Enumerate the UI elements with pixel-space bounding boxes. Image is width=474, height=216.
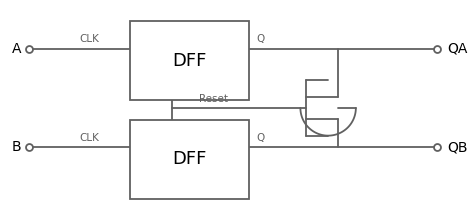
- Text: QB: QB: [447, 140, 467, 154]
- Text: Q: Q: [257, 133, 265, 143]
- Text: CLK: CLK: [80, 133, 100, 143]
- Bar: [130, 21, 249, 100]
- Text: B: B: [11, 140, 21, 154]
- Text: A: A: [12, 42, 21, 56]
- Text: DFF: DFF: [173, 52, 207, 70]
- Text: Reset: Reset: [200, 94, 228, 104]
- Text: Q: Q: [257, 34, 265, 44]
- Text: QA: QA: [447, 42, 467, 56]
- Text: DFF: DFF: [173, 150, 207, 168]
- Bar: [130, 120, 249, 199]
- Text: CLK: CLK: [80, 34, 100, 44]
